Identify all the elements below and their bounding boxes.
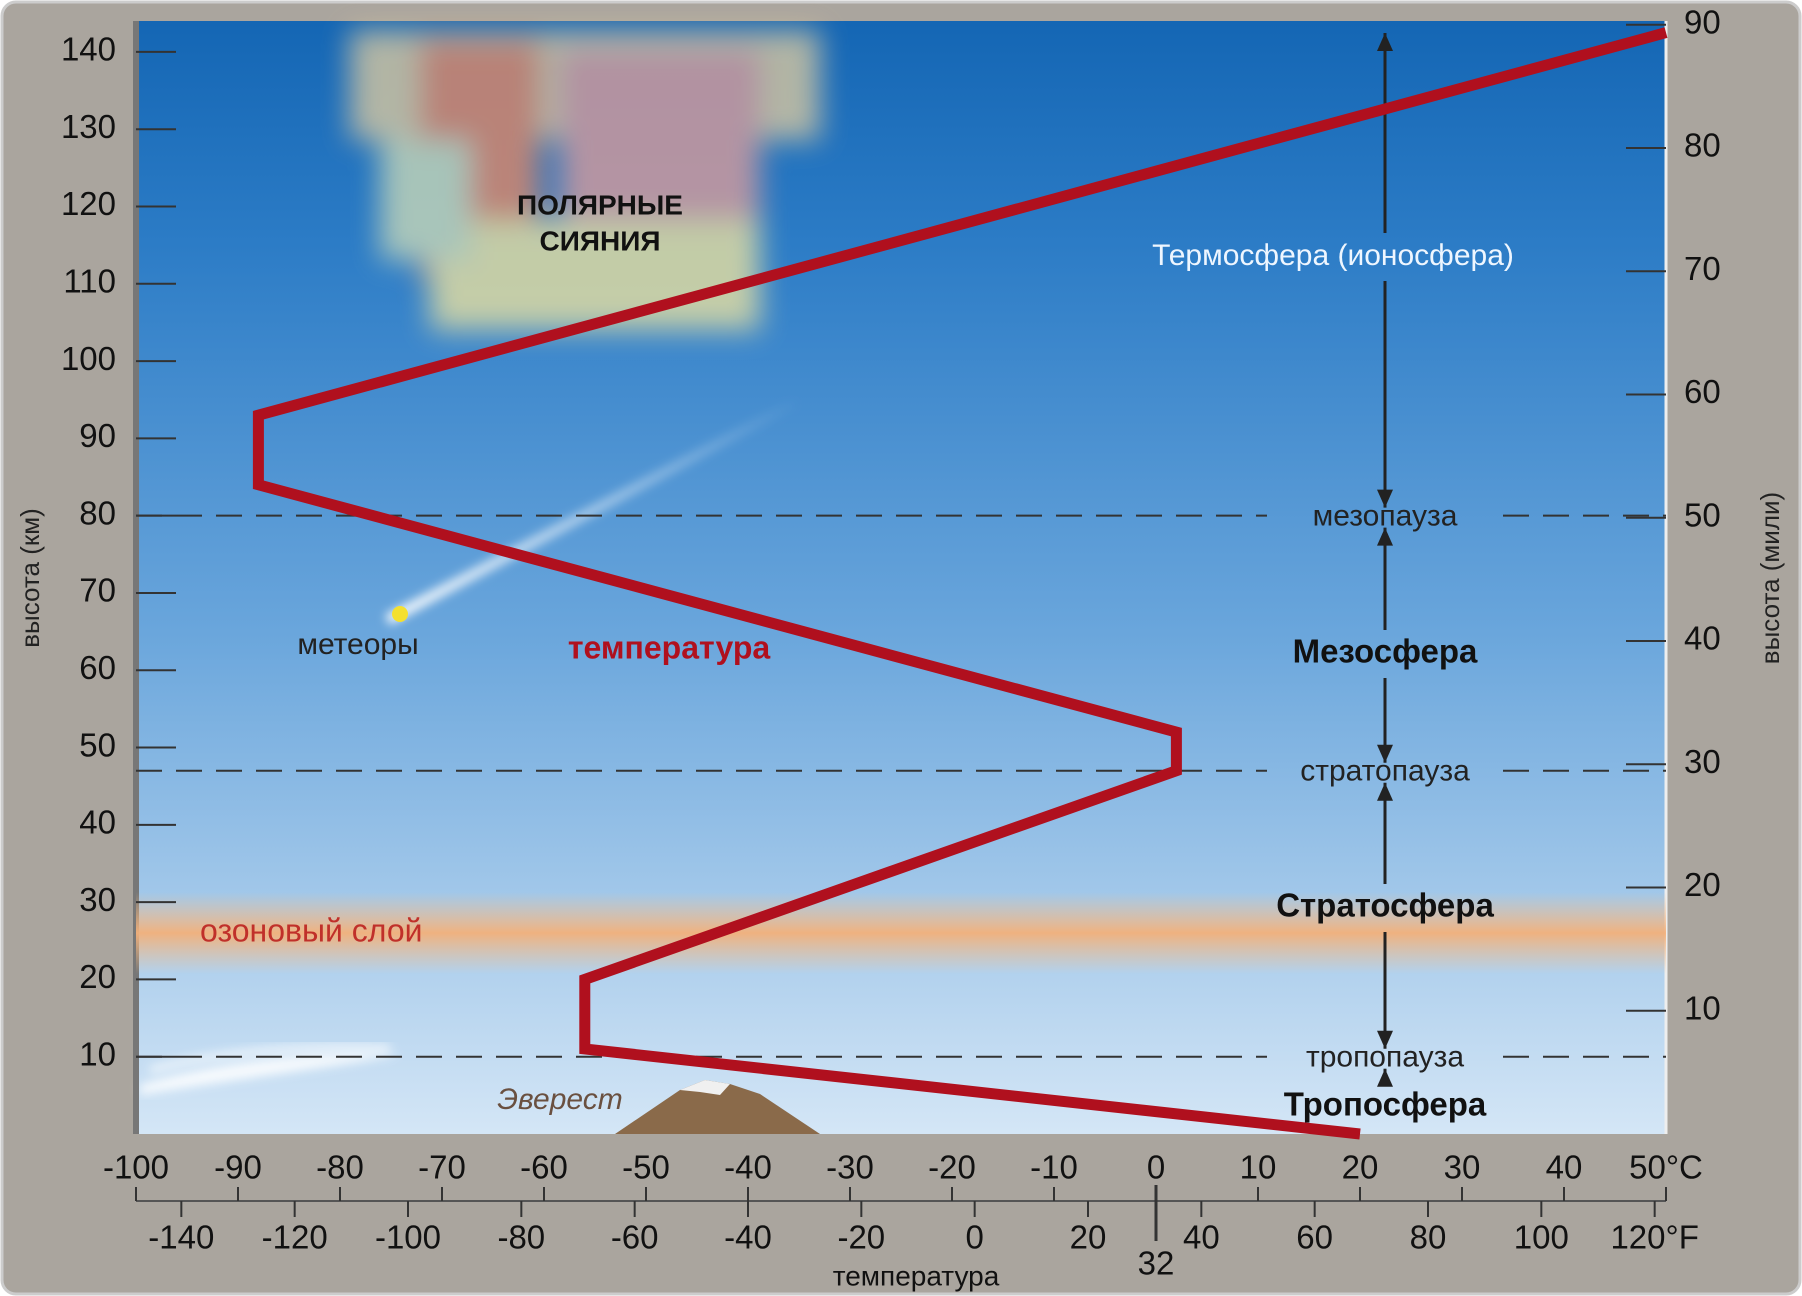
x-tick-label: -80	[316, 1149, 364, 1186]
meteor-trail	[385, 398, 800, 625]
x-tick-label: -40	[724, 1149, 772, 1186]
x2-tick-label: 20	[1070, 1219, 1107, 1256]
x2-tick-label: -140	[148, 1219, 214, 1256]
x-tick-label: -30	[826, 1149, 874, 1186]
x-tick-label: 40	[1546, 1149, 1583, 1186]
x2-tick-label: 40	[1183, 1219, 1220, 1256]
x-tick-label: -90	[214, 1149, 262, 1186]
layer-name: Термосфера (ионосфера)	[1152, 239, 1514, 272]
arrow-head	[1377, 489, 1393, 508]
x2-tick-label: -80	[497, 1219, 545, 1256]
x2-tick-label: -120	[262, 1219, 328, 1256]
arrow-head	[1377, 782, 1393, 801]
y-tick-label: 40	[79, 804, 116, 841]
y-tick-label: 60	[79, 649, 116, 686]
y-tick-label: 20	[79, 958, 116, 995]
everest	[615, 1080, 820, 1134]
y2-tick-label: 90	[1684, 3, 1721, 40]
arrow-head	[1377, 744, 1393, 763]
x-tick-label: 30	[1444, 1149, 1481, 1186]
layer-name: Стратосфера	[1276, 887, 1494, 924]
x-tick-label: -60	[520, 1149, 568, 1186]
x2-tick-label: 0	[965, 1219, 983, 1256]
cloud	[140, 1044, 400, 1095]
y2-tick-label: 70	[1684, 250, 1721, 287]
y2-tick-label: 40	[1684, 620, 1721, 657]
y2-tick-label: 80	[1684, 127, 1721, 164]
y2-tick-label: 60	[1684, 373, 1721, 410]
x2-tick-label: 100	[1514, 1219, 1569, 1256]
meteor	[392, 606, 408, 622]
aurora-glow	[350, 30, 820, 330]
y2-tick-label: 30	[1684, 743, 1721, 780]
arrow-head	[1377, 527, 1393, 546]
y2-tick-label: 10	[1684, 989, 1721, 1026]
layer-name: Мезосфера	[1293, 633, 1478, 670]
y-tick-label: 10	[79, 1035, 116, 1072]
x2-tick-label: 80	[1410, 1219, 1447, 1256]
y-tick-label: 120	[61, 185, 116, 222]
temperature-line	[252, 27, 1668, 1140]
x-tick-label: -50	[622, 1149, 670, 1186]
x-tick-label: 0	[1147, 1149, 1165, 1186]
x2-tick-label: -100	[375, 1219, 441, 1256]
x2-marker-label: 32	[1138, 1245, 1175, 1282]
series-label: температура	[568, 629, 771, 665]
x2-tick-label: 60	[1296, 1219, 1333, 1256]
arrow-head	[1377, 1068, 1393, 1087]
layer-name: Тропосфера	[1284, 1086, 1487, 1123]
aurora-label: ПОЛЯРНЫЕ	[517, 189, 683, 220]
meteors-label: метеоры	[297, 628, 418, 661]
y-tick-label: 100	[61, 340, 116, 377]
y-tick-label: 70	[79, 572, 116, 609]
x-tick-label: -100	[103, 1149, 169, 1186]
x-axis-label: температура	[833, 1260, 1000, 1291]
arrow-head	[1377, 33, 1393, 51]
everest-snow	[680, 1080, 730, 1095]
y2-tick-label: 20	[1684, 866, 1721, 903]
x2-tick-label: -60	[611, 1219, 659, 1256]
ozone-label: озоновый слой	[200, 912, 422, 948]
y-tick-label: 80	[79, 494, 116, 531]
ozone-layer	[136, 892, 1666, 974]
x-tick-label: -20	[928, 1149, 976, 1186]
x-tick-label: 10	[1240, 1149, 1277, 1186]
x-tick-label: -10	[1030, 1149, 1078, 1186]
everest-label: Эверест	[497, 1083, 623, 1116]
x-tick-label: 20	[1342, 1149, 1379, 1186]
x2-tick-label: -40	[724, 1219, 772, 1256]
y-tick-label: 30	[79, 881, 116, 918]
x2-tick-label: 120°F	[1610, 1219, 1698, 1256]
x-tick-label: -70	[418, 1149, 466, 1186]
y-tick-label: 50	[79, 726, 116, 763]
x-tick-label: 50°C	[1629, 1149, 1703, 1186]
y2-axis-label: высота (мили)	[1755, 492, 1785, 664]
y-tick-label: 130	[61, 108, 116, 145]
y-tick-label: 90	[79, 417, 116, 454]
y-tick-label: 110	[63, 263, 116, 300]
y-axis-label: высота (км)	[15, 508, 45, 648]
arrow-head	[1377, 1030, 1393, 1049]
x2-tick-label: -20	[837, 1219, 885, 1256]
aurora-label: СИЯНИЯ	[540, 225, 661, 256]
y2-tick-label: 50	[1684, 496, 1721, 533]
y-tick-label: 140	[61, 31, 116, 68]
